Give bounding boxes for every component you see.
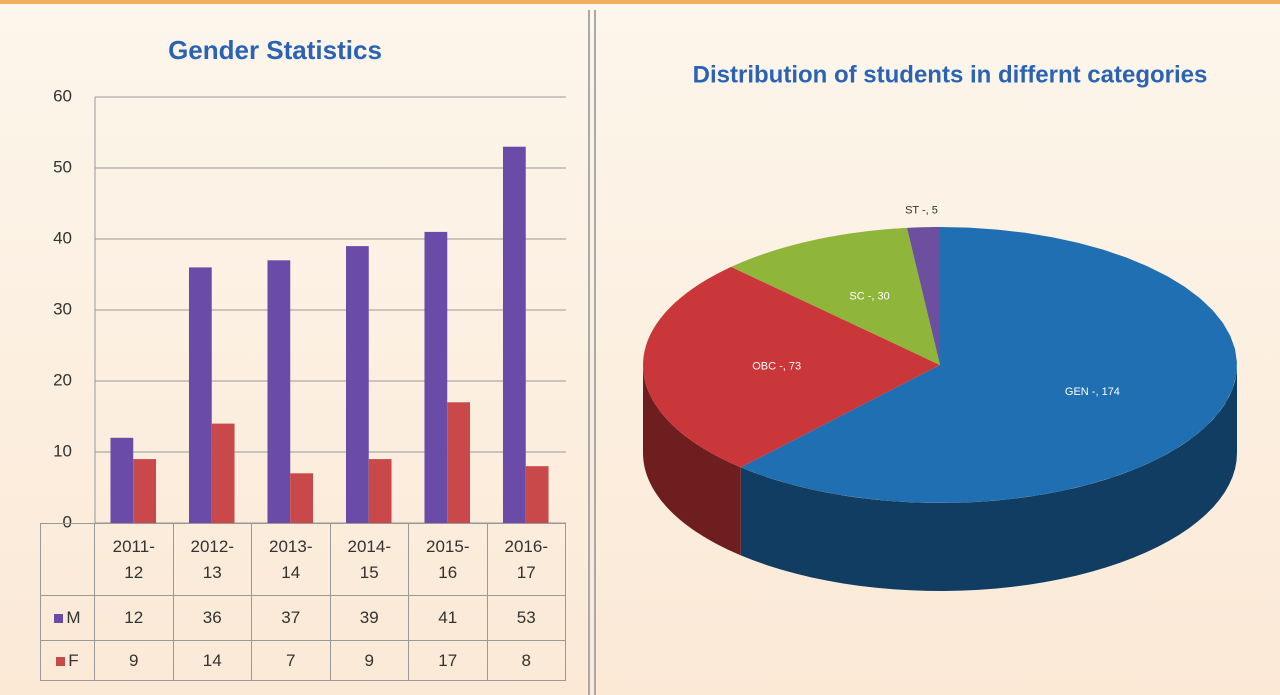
bar (502, 146, 526, 523)
table-value: 17 (408, 640, 488, 681)
data-label: ST -, 5 (905, 205, 938, 217)
table-value: 8 (486, 640, 566, 681)
bar (525, 466, 549, 523)
category-cell: 2012-13 (172, 523, 252, 596)
corner-cell (40, 523, 95, 596)
series-row: F 9 14 7 9 17 8 (40, 640, 566, 681)
top-border (0, 0, 1280, 4)
data-label: SC -, 30 (849, 290, 889, 302)
table-value: 14 (172, 640, 252, 681)
pie-slice (643, 266, 940, 468)
table-value: 53 (486, 595, 566, 641)
table-value: 37 (251, 595, 331, 641)
y-tick-label: 30 (53, 299, 72, 318)
series-row: M 12 36 37 39 41 53 (40, 595, 566, 641)
bar (447, 402, 471, 523)
table-value: 41 (408, 595, 488, 641)
bar (368, 459, 392, 523)
pie-side (740, 365, 1237, 591)
y-tick-label: 40 (53, 228, 72, 247)
bar (211, 423, 235, 523)
bar (424, 231, 448, 523)
pie-side (643, 365, 741, 556)
table-value: 9 (329, 640, 409, 681)
category-cell: 2013-14 (251, 523, 331, 596)
table-value: 12 (94, 595, 174, 641)
bar (267, 260, 291, 523)
table-value: 9 (94, 640, 174, 681)
y-tick-label: 10 (53, 441, 72, 460)
category-cell: 2011-12 (94, 523, 174, 596)
category-cell: 2016-17 (486, 523, 566, 596)
legend-swatch (54, 614, 64, 623)
table-value: 39 (329, 595, 409, 641)
category-row: 2011-12 2012-13 2013-14 2014-15 2015-16 2016-… (40, 523, 566, 596)
data-table: 2011-12 2012-13 2013-14 2014-15 2015-16 2016-… (40, 523, 566, 681)
y-tick-label: 0 (63, 512, 72, 531)
bar (290, 473, 314, 523)
category-cell: 2014-15 (329, 523, 409, 596)
pie-slice (906, 227, 940, 365)
bar (110, 437, 134, 523)
category-label: 2013-14 (269, 536, 313, 582)
chart-title: Distribution of students in differnt cat… (693, 61, 1208, 88)
data-label: OBC -, 73 (752, 361, 801, 373)
table-value: 7 (251, 640, 331, 681)
category-label: 2014-15 (347, 536, 391, 582)
legend-cell: M (40, 595, 95, 641)
y-tick-label: 20 (53, 370, 72, 389)
legend-label: M (66, 608, 81, 627)
pie-slice (740, 227, 1237, 503)
bar (345, 246, 369, 523)
table-value: 36 (172, 595, 252, 641)
category-label: 2011-12 (112, 536, 155, 582)
y-tick-label: 50 (53, 157, 72, 176)
bar (133, 459, 157, 523)
legend-label: F (68, 650, 79, 670)
category-label: 2012-13 (190, 536, 234, 582)
chart-title: Gender Statistics (168, 35, 382, 65)
data-label: GEN -, 174 (1065, 386, 1120, 398)
legend-swatch (56, 656, 66, 666)
category-cell: 2015-16 (408, 523, 488, 596)
category-label: 2015-16 (426, 536, 470, 582)
legend-cell: F (40, 640, 95, 681)
bar (188, 267, 212, 523)
pie-slice (731, 227, 940, 365)
category-label: 2016-17 (504, 536, 548, 582)
y-tick-label: 60 (53, 86, 72, 105)
